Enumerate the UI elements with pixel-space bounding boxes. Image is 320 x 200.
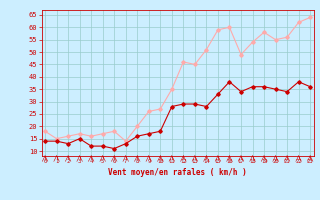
- X-axis label: Vent moyen/en rafales ( km/h ): Vent moyen/en rafales ( km/h ): [108, 168, 247, 177]
